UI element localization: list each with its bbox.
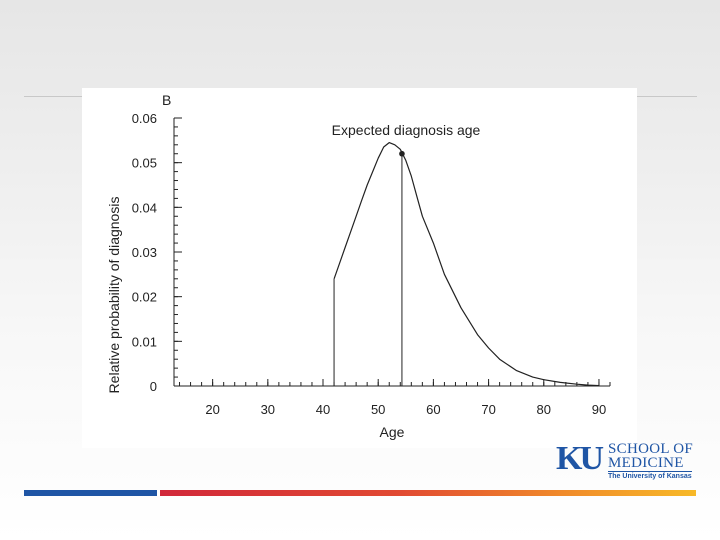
x-tick-label: 20 (205, 402, 219, 417)
footer-bar-blue (24, 490, 157, 496)
series-curve (333, 142, 600, 387)
logo-mark: KU (556, 440, 604, 477)
x-tick-label: 40 (316, 402, 330, 417)
y-tick-label: 0.06 (132, 111, 157, 126)
y-tick-label: 0.04 (132, 200, 157, 215)
plot-area: 0 0.01 0.02 0.03 0.04 0.05 0.06 20 30 40 50 60 70 80 9… (132, 111, 611, 417)
logo-line-medicine: MEDICINE (608, 455, 684, 471)
y-tick-label: 0.01 (132, 334, 157, 349)
logo-line-university: The University of Kansas (608, 473, 692, 480)
x-tick-label: 60 (426, 402, 440, 417)
age-probability-chart: B 0 0.01 0.02 0.03 0.04 0.05 0.06 20 30 40 50 60 70 8… (106, 92, 611, 440)
y-tick-label: 0.05 (132, 156, 157, 171)
expected-age-point (399, 150, 405, 157)
logo-line-school: SCHOOL OF (608, 441, 694, 457)
footer-bar-gap (157, 490, 160, 496)
figure-panel: B 0 0.01 0.02 0.03 0.04 0.05 0.06 20 30 40 50 60 70 8… (82, 88, 637, 448)
x-tick-label: 70 (481, 402, 495, 417)
footer-color-bar (24, 490, 696, 496)
y-tick-label: 0.03 (132, 245, 157, 260)
annotation-label: Expected diagnosis age (332, 122, 481, 138)
panel-label: B (162, 92, 171, 108)
top-divider-left (24, 96, 82, 97)
top-divider-right (637, 96, 697, 97)
ku-school-of-medicine-logo: KU SCHOOL OF MEDICINE The University of … (556, 440, 696, 484)
x-axis-label: Age (380, 424, 405, 440)
footer-bar-gradient (160, 490, 696, 496)
x-tick-label: 90 (592, 402, 606, 417)
x-tick-label: 30 (261, 402, 275, 417)
x-tick-label: 80 (537, 402, 551, 417)
y-tick-label: 0 (150, 379, 157, 394)
logo-divider (608, 471, 692, 472)
y-tick-label: 0.02 (132, 290, 157, 305)
x-tick-label: 50 (371, 402, 385, 417)
y-axis-label: Relative probability of diagnosis (106, 197, 122, 394)
